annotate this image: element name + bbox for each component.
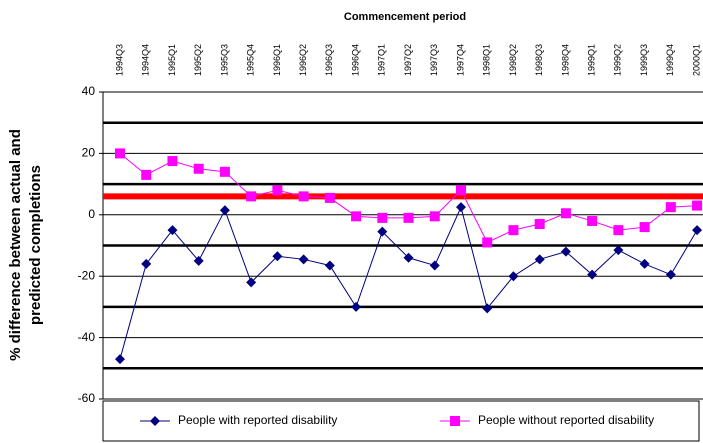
x-tick-label: 1997Q1: [377, 44, 387, 76]
x-tick-label: 1999Q2: [613, 44, 623, 76]
point: [272, 185, 283, 196]
x-tick-label: 1996Q3: [324, 44, 334, 76]
point: [377, 226, 388, 237]
point: [665, 202, 676, 213]
point: [219, 166, 230, 177]
point: [429, 211, 440, 222]
x-tick-label: 1996Q4: [350, 44, 360, 76]
point: [560, 208, 571, 219]
x-tick-label: 1998Q1: [482, 44, 492, 76]
point: [193, 255, 204, 266]
x-axis-title: Commencement period: [344, 11, 466, 23]
x-tick-label: 1994Q4: [141, 44, 151, 76]
y-tick-label: -40: [78, 330, 96, 344]
y-tick-label: 40: [82, 84, 96, 98]
x-tick-label: 1997Q4: [455, 44, 465, 76]
y-tick-label: 20: [82, 146, 96, 160]
legend-box: [102, 400, 700, 442]
x-tick-label: 1995Q2: [193, 44, 203, 76]
x-tick-label: 1996Q1: [272, 44, 282, 76]
point: [587, 269, 598, 280]
point: [324, 192, 335, 203]
point: [115, 148, 125, 159]
point: [508, 225, 519, 236]
point: [482, 237, 493, 248]
x-tick-label: 1995Q1: [167, 44, 177, 76]
legend-marker: [450, 416, 460, 426]
y-axis-title: % difference between actual and: [7, 129, 24, 361]
point: [429, 260, 440, 271]
x-tick-label: 1994Q3: [114, 44, 124, 76]
x-tick-label: 1996Q2: [298, 44, 308, 76]
point: [272, 251, 283, 262]
point: [141, 258, 152, 269]
x-tick-label: 1999Q1: [587, 44, 597, 76]
x-tick-label: 2000Q1: [691, 44, 701, 76]
point: [613, 245, 624, 256]
point: [167, 225, 178, 236]
point: [692, 225, 703, 236]
point: [403, 252, 414, 263]
point: [377, 212, 388, 223]
point: [639, 222, 650, 233]
legend-label: People without reported disability: [478, 413, 654, 427]
point: [298, 191, 309, 202]
point: [534, 254, 545, 265]
x-tick-label: 1995Q3: [219, 44, 229, 76]
x-tick-label: 1999Q3: [639, 44, 649, 76]
point: [665, 269, 676, 280]
x-tick-label: 1995Q4: [246, 44, 256, 76]
point: [508, 271, 519, 282]
point: [193, 163, 204, 174]
point: [219, 205, 230, 216]
point: [246, 277, 257, 288]
x-tick-label: 1998Q2: [508, 44, 518, 76]
point: [324, 260, 335, 271]
series-line: [119, 205, 698, 360]
point: [351, 301, 362, 312]
y-tick-label: 0: [88, 207, 95, 221]
point: [560, 246, 571, 257]
legend-label: People with reported disability: [178, 413, 337, 427]
y-axis-title: predicted completions: [27, 165, 44, 325]
point: [639, 258, 650, 269]
point: [587, 215, 598, 226]
x-tick-label: 1997Q3: [429, 44, 439, 76]
x-tick-label: 1998Q3: [534, 44, 544, 76]
point: [613, 225, 624, 236]
point: [351, 211, 362, 222]
point: [455, 185, 466, 196]
legend-marker: [150, 416, 160, 426]
point: [298, 254, 309, 265]
point: [167, 156, 178, 167]
point: [115, 354, 125, 365]
point: [141, 169, 152, 180]
point: [403, 212, 414, 223]
point: [246, 191, 257, 202]
x-tick-label: 1997Q2: [403, 44, 413, 76]
point: [482, 303, 493, 314]
point: [534, 219, 545, 230]
y-tick-label: -60: [78, 391, 96, 405]
x-tick-label: 1999Q4: [665, 44, 675, 76]
point: [455, 202, 466, 213]
x-tick-label: 1998Q4: [560, 44, 570, 76]
y-tick-label: -20: [78, 268, 96, 282]
point: [692, 200, 703, 211]
